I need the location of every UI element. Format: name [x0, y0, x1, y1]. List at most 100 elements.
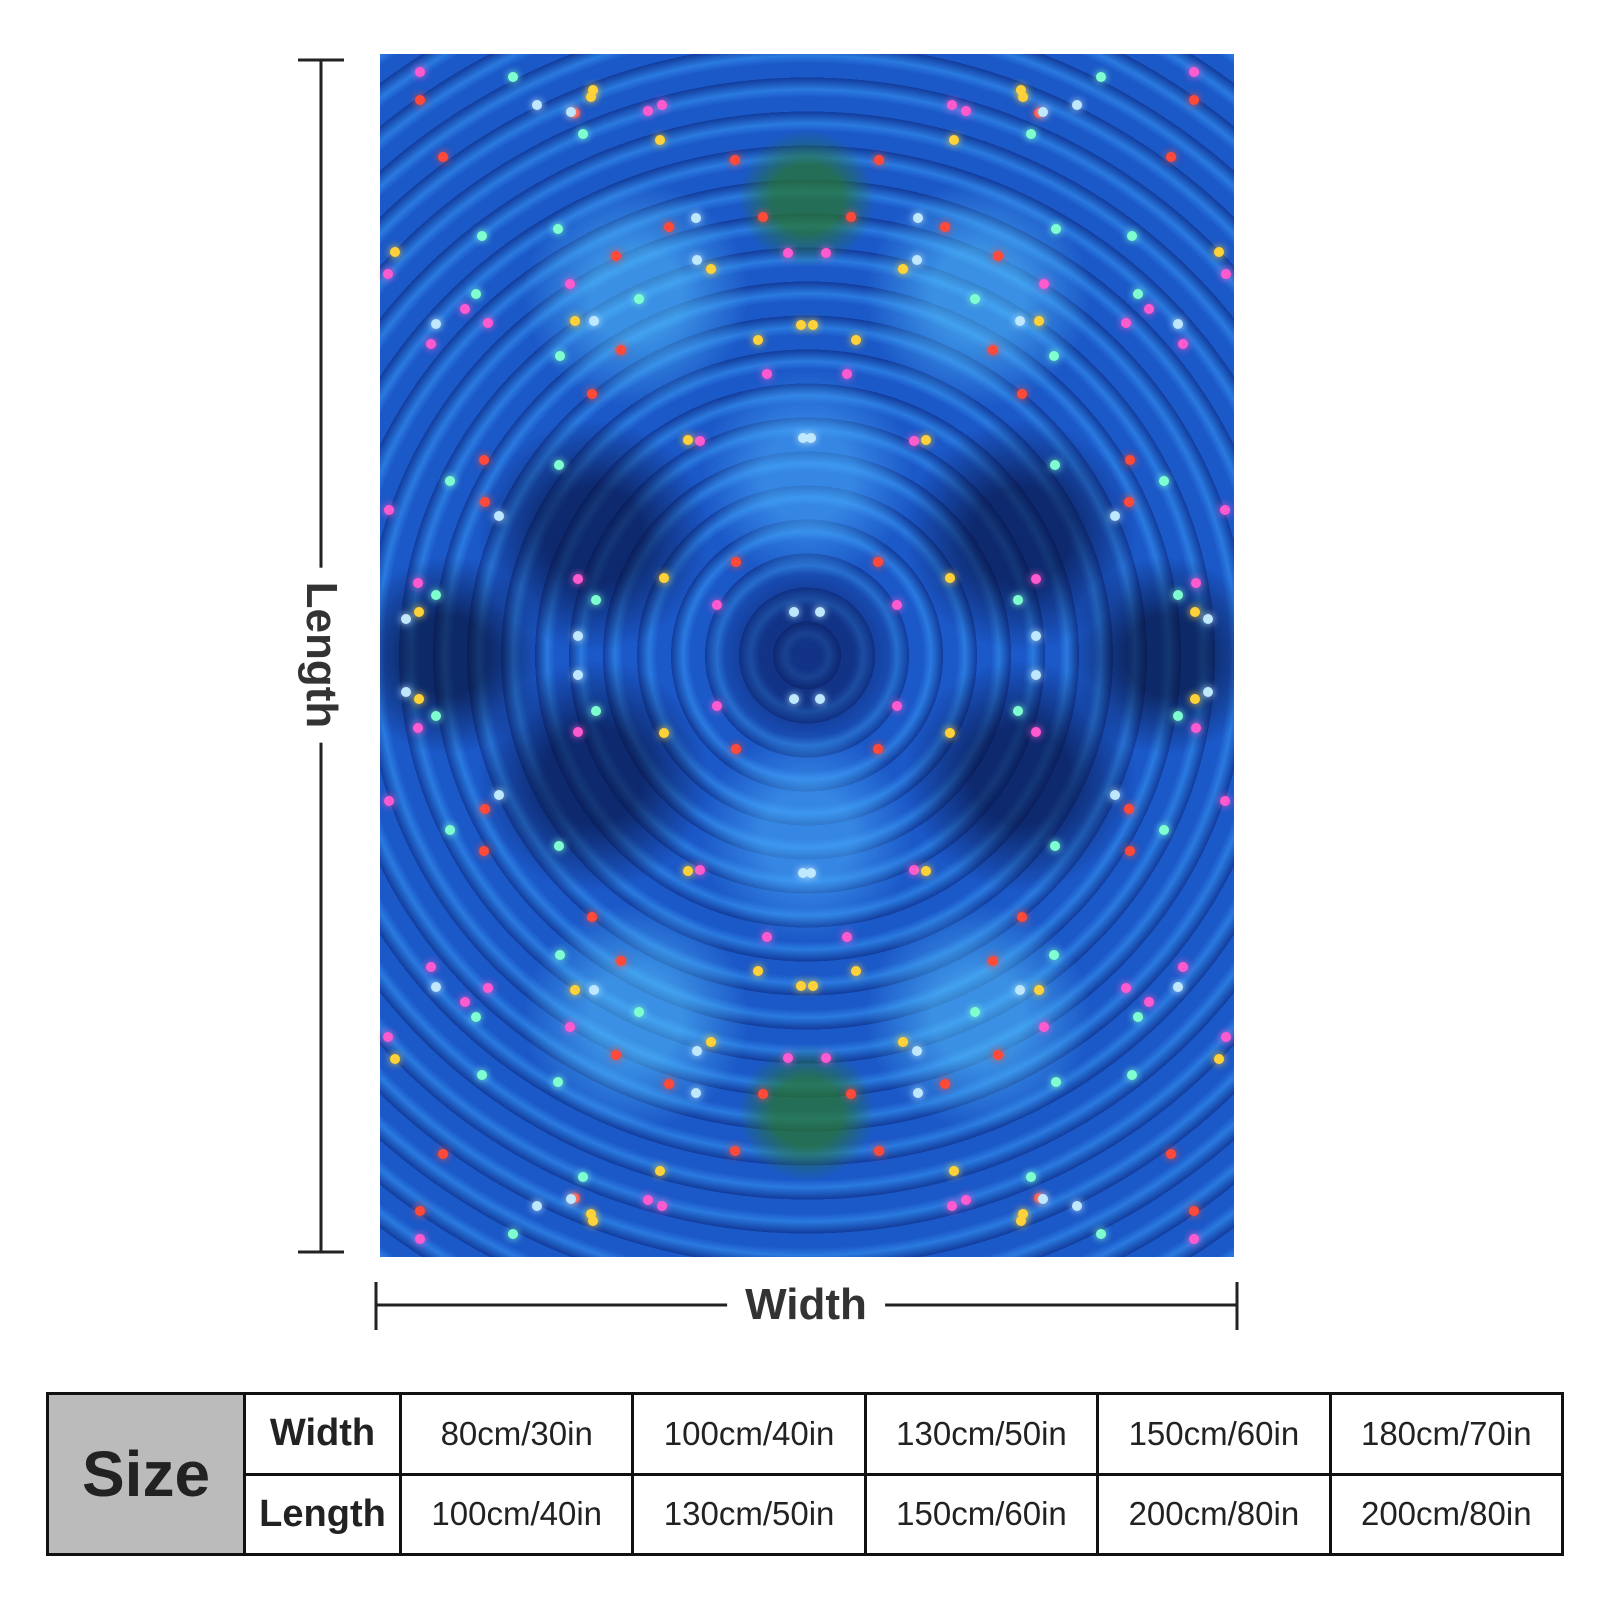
pattern-speck: [1158, 475, 1169, 486]
pattern-speck: [1026, 1172, 1037, 1183]
pattern-speck: [1050, 840, 1061, 851]
pattern-speck: [1017, 92, 1028, 103]
cell: 130cm/50in: [631, 1472, 867, 1556]
pattern-speck: [758, 1089, 769, 1100]
pattern-speck: [946, 1201, 957, 1212]
pattern-speck: [1038, 278, 1049, 289]
length-label: Length: [296, 567, 346, 743]
pattern-speck: [445, 825, 456, 836]
pattern-speck: [1213, 1053, 1224, 1064]
pattern-speck: [470, 288, 481, 299]
pattern-speck: [616, 344, 627, 355]
cell: 150cm/60in: [863, 1472, 1100, 1556]
pattern-speck: [712, 701, 723, 712]
dimension-lines: [298, 58, 1239, 1330]
pattern-speck: [1013, 594, 1024, 605]
pattern-speck: [912, 255, 923, 266]
pattern-speck: [1189, 1234, 1200, 1245]
pattern-speck: [969, 1007, 980, 1018]
pattern-speck: [912, 213, 923, 224]
pattern-speck: [1144, 304, 1155, 315]
pattern-speck: [383, 795, 394, 806]
pattern-speck: [912, 1087, 923, 1098]
pattern-speck: [845, 211, 856, 222]
pattern-speck: [873, 154, 884, 165]
pattern-speck: [960, 1195, 971, 1206]
pattern-speck: [1133, 1012, 1144, 1023]
pattern-speck: [565, 278, 576, 289]
cell: 200cm/80in: [1328, 1472, 1565, 1556]
pattern-speck: [691, 255, 702, 266]
pattern-speck: [795, 981, 806, 992]
row-header: Width: [243, 1392, 402, 1476]
pattern-speck: [413, 694, 424, 705]
size-title: Size: [46, 1392, 246, 1556]
pattern-speck: [706, 263, 717, 274]
pattern-speck: [1048, 950, 1059, 961]
pattern-speck: [494, 511, 505, 522]
pattern-speck: [762, 369, 773, 380]
pattern-speck: [414, 94, 425, 105]
pattern-speck: [1072, 100, 1083, 111]
cell: 180cm/70in: [1328, 1392, 1565, 1476]
pattern-speck: [762, 931, 773, 942]
pattern-speck: [1173, 982, 1184, 993]
pattern-speck: [691, 1087, 702, 1098]
pattern-speck: [414, 1234, 425, 1245]
pattern-speck: [477, 1070, 488, 1081]
pattern-speck: [570, 316, 581, 327]
pattern-speck: [413, 722, 424, 733]
pattern-speck: [1221, 1032, 1232, 1043]
pattern-speck: [655, 1165, 666, 1176]
pattern-speck: [553, 840, 564, 851]
pattern-speck: [663, 1079, 674, 1090]
pattern-speck: [897, 1037, 908, 1048]
pattern-speck: [1033, 984, 1044, 995]
pattern-speck: [382, 268, 393, 279]
pattern-speck: [657, 99, 668, 110]
pattern-speck: [572, 726, 583, 737]
pattern-speck: [1177, 961, 1188, 972]
pattern-speck: [573, 630, 584, 641]
pattern-speck: [960, 105, 971, 116]
pattern-speck: [695, 865, 706, 876]
pattern-speck: [479, 846, 490, 857]
pattern-speck: [479, 454, 490, 465]
pattern-speck: [788, 694, 799, 705]
pattern-speck: [806, 868, 817, 879]
pattern-speck: [383, 505, 394, 516]
pattern-speck: [945, 572, 956, 583]
pattern-speck: [553, 1077, 564, 1088]
pattern-speck: [531, 100, 542, 111]
cell: 100cm/40in: [631, 1392, 867, 1476]
pattern-speck: [589, 315, 600, 326]
pattern-speck: [1126, 230, 1137, 241]
pattern-speck: [921, 435, 932, 446]
pattern-speck: [588, 1215, 599, 1226]
pattern-speck: [1173, 710, 1184, 721]
pattern-speck: [820, 1053, 831, 1064]
pattern-speck: [940, 1079, 951, 1090]
pattern-speck: [1050, 223, 1061, 234]
pattern-speck: [815, 606, 826, 617]
pattern-speck: [643, 1195, 654, 1206]
size-table: Size Width 80cm/30in 100cm/40in 130cm/50…: [46, 1392, 1565, 1556]
pattern-speck: [1124, 454, 1135, 465]
pattern-speck: [553, 223, 564, 234]
pattern-speck: [657, 1201, 668, 1212]
pattern-speck: [706, 1037, 717, 1048]
pattern-speck: [969, 293, 980, 304]
pattern-speck: [1050, 460, 1061, 471]
pattern-speck: [566, 1193, 577, 1204]
pattern-speck: [1213, 247, 1224, 258]
pattern-speck: [634, 1007, 645, 1018]
pattern-speck: [610, 251, 621, 262]
pattern-speck: [1095, 71, 1106, 82]
pattern-speck: [682, 865, 693, 876]
pattern-speck: [912, 1045, 923, 1056]
pattern-speck: [730, 744, 741, 754]
pattern-speck: [655, 135, 666, 146]
pattern-speck: [588, 85, 599, 96]
pattern-speck: [850, 334, 861, 345]
pattern-speck: [382, 1032, 393, 1043]
